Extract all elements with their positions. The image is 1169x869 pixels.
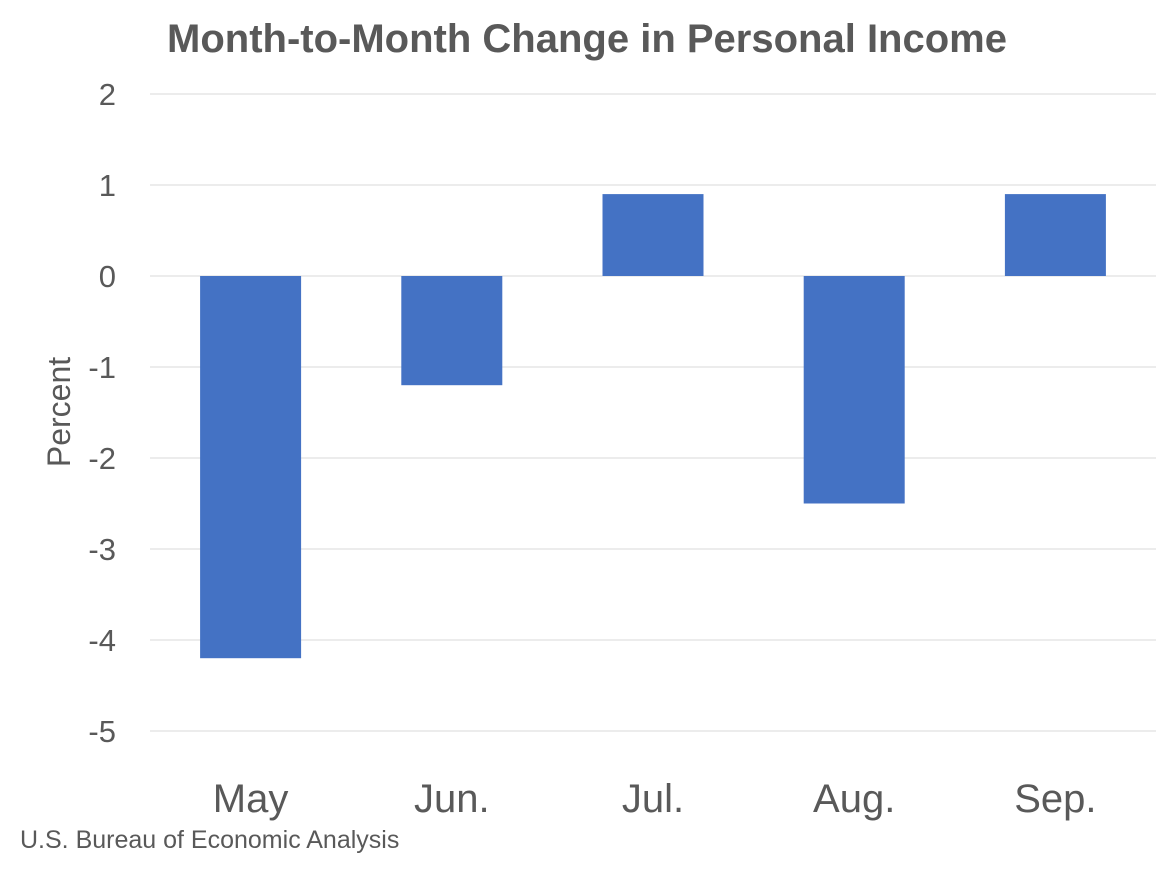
y-tick-label: -3 [88, 532, 116, 567]
x-axis-categories: May Jun. Jul. Aug. Sep. [213, 777, 1097, 821]
bars [200, 194, 1106, 659]
bar-sep [1004, 194, 1106, 276]
x-category-label: Jun. [414, 777, 490, 821]
y-tick-label: -1 [88, 350, 116, 385]
y-tick-label: -2 [88, 441, 116, 476]
y-axis-title: Percent [41, 357, 77, 467]
x-category-label: Jul. [622, 777, 684, 821]
y-tick-label: 0 [99, 259, 116, 294]
bar-may [200, 276, 302, 659]
x-category-label: Sep. [1014, 777, 1096, 821]
x-category-label: May [213, 777, 289, 821]
source-note: U.S. Bureau of Economic Analysis [20, 826, 400, 854]
x-category-label: Aug. [813, 777, 895, 821]
y-tick-label: 2 [99, 77, 116, 112]
bar-jun [401, 276, 503, 386]
y-tick-label: -5 [88, 714, 116, 749]
bar-aug [803, 276, 905, 504]
chart-title: Month-to-Month Change in Personal Income [167, 17, 1007, 61]
bar-jul [602, 194, 704, 276]
y-tick-label: 1 [99, 168, 116, 203]
y-tick-label: -4 [88, 623, 116, 658]
y-axis-ticks: 2 1 0 -1 -2 -3 -4 -5 [88, 77, 116, 749]
